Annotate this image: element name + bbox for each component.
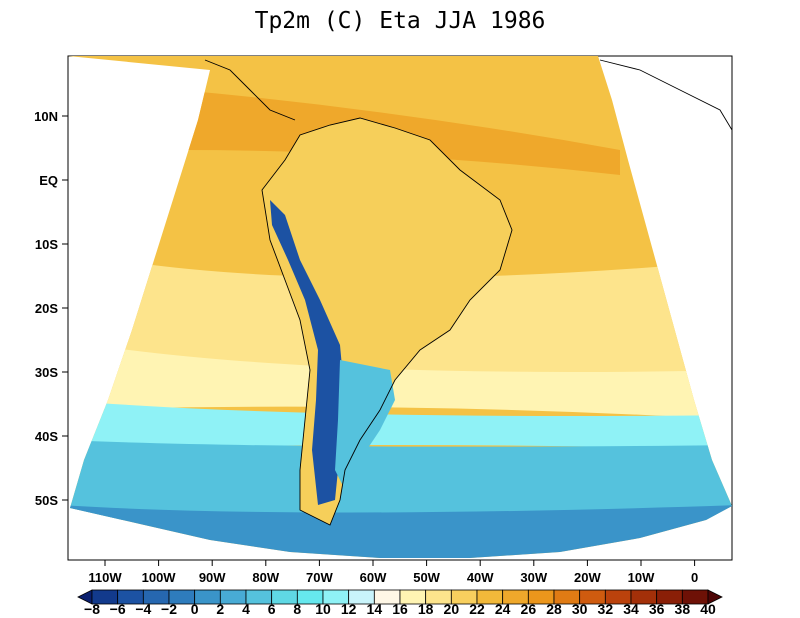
lon-tick-label: 60W [360,570,387,585]
band-cool [68,340,732,420]
colorbar-label: −6 [110,601,126,617]
lat-tick-label: 50S [35,493,58,508]
colorbar-label: 12 [341,601,357,617]
colorbar-label: 2 [216,601,224,617]
colorbar-label: 26 [521,601,537,617]
colorbar-label: 0 [191,601,199,617]
lon-tick-label: 50W [413,570,440,585]
lon-tick-label: 30W [520,570,547,585]
colorbar: −8 −6 −4 −2 0 2 4 6 8 10 12 14 16 18 20 22 24 26 28 30 32 34 3… [77,589,723,617]
lat-tick-label: 40S [35,429,58,444]
colorbar-label: 32 [598,601,614,617]
colorbar-label: 38 [675,601,691,617]
colorbar-label: 20 [444,601,460,617]
lat-axis: 10N EQ 10S 20S 30S 40S 50S [34,109,68,508]
colorbar-label: 34 [623,601,639,617]
colorbar-label: 16 [392,601,408,617]
lon-tick-label: 10W [628,570,655,585]
colorbar-label: 6 [268,601,276,617]
lat-tick-label: 20S [35,301,58,316]
lon-tick-label: 90W [199,570,226,585]
colorbar-label: 30 [572,601,588,617]
temperature-field [68,56,732,558]
land-andes-cold [270,200,345,505]
colorbar-label: 4 [242,601,250,617]
colorbar-label: −2 [161,601,177,617]
lat-tick-label: 10S [35,237,58,252]
lon-tick-label: 80W [252,570,279,585]
colorbar-label: 10 [315,601,331,617]
colorbar-label: −4 [135,601,151,617]
lon-axis: 110W 100W 90W 80W 70W 60W 50W 40W 30W 20W 10W 0 [88,560,698,585]
map-title: Tp2m (C) Eta JJA 1986 [254,8,546,34]
colorbar-label: 8 [293,601,301,617]
colorbar-label: 18 [418,601,434,617]
lon-tick-label: 100W [142,570,177,585]
coastlines [204,59,733,526]
colorbar-label: 14 [367,601,383,617]
lon-tick-label: 0 [691,570,698,585]
lon-tick-label: 40W [467,570,494,585]
colorbar-label: 28 [546,601,562,617]
colorbar-label: 22 [469,601,485,617]
band-cold [68,400,732,450]
colorbar-label: 40 [700,601,716,617]
colorbar-label: −8 [84,601,100,617]
lat-tick-label: 30S [35,365,58,380]
lat-tick-label: EQ [39,173,58,188]
colorbar-label: 36 [649,601,665,617]
lon-tick-label: 110W [88,570,122,585]
lon-tick-label: 20W [574,570,601,585]
band-colder [68,440,732,521]
colorbar-label: 24 [495,601,511,617]
lon-tick-label: 70W [306,570,333,585]
land-patagonia-cool [335,360,395,490]
colorbar-overflow [707,589,723,605]
lat-tick-label: 10N [34,109,58,124]
